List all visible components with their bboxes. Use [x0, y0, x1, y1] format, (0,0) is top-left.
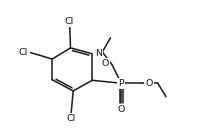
Text: O: O	[117, 105, 124, 114]
Text: Cl: Cl	[18, 48, 28, 57]
Text: Cl: Cl	[65, 17, 74, 26]
Text: O: O	[144, 79, 152, 88]
Text: Cl: Cl	[66, 114, 75, 123]
Text: P: P	[118, 79, 124, 88]
Text: N: N	[95, 49, 102, 58]
Text: O: O	[101, 59, 108, 68]
